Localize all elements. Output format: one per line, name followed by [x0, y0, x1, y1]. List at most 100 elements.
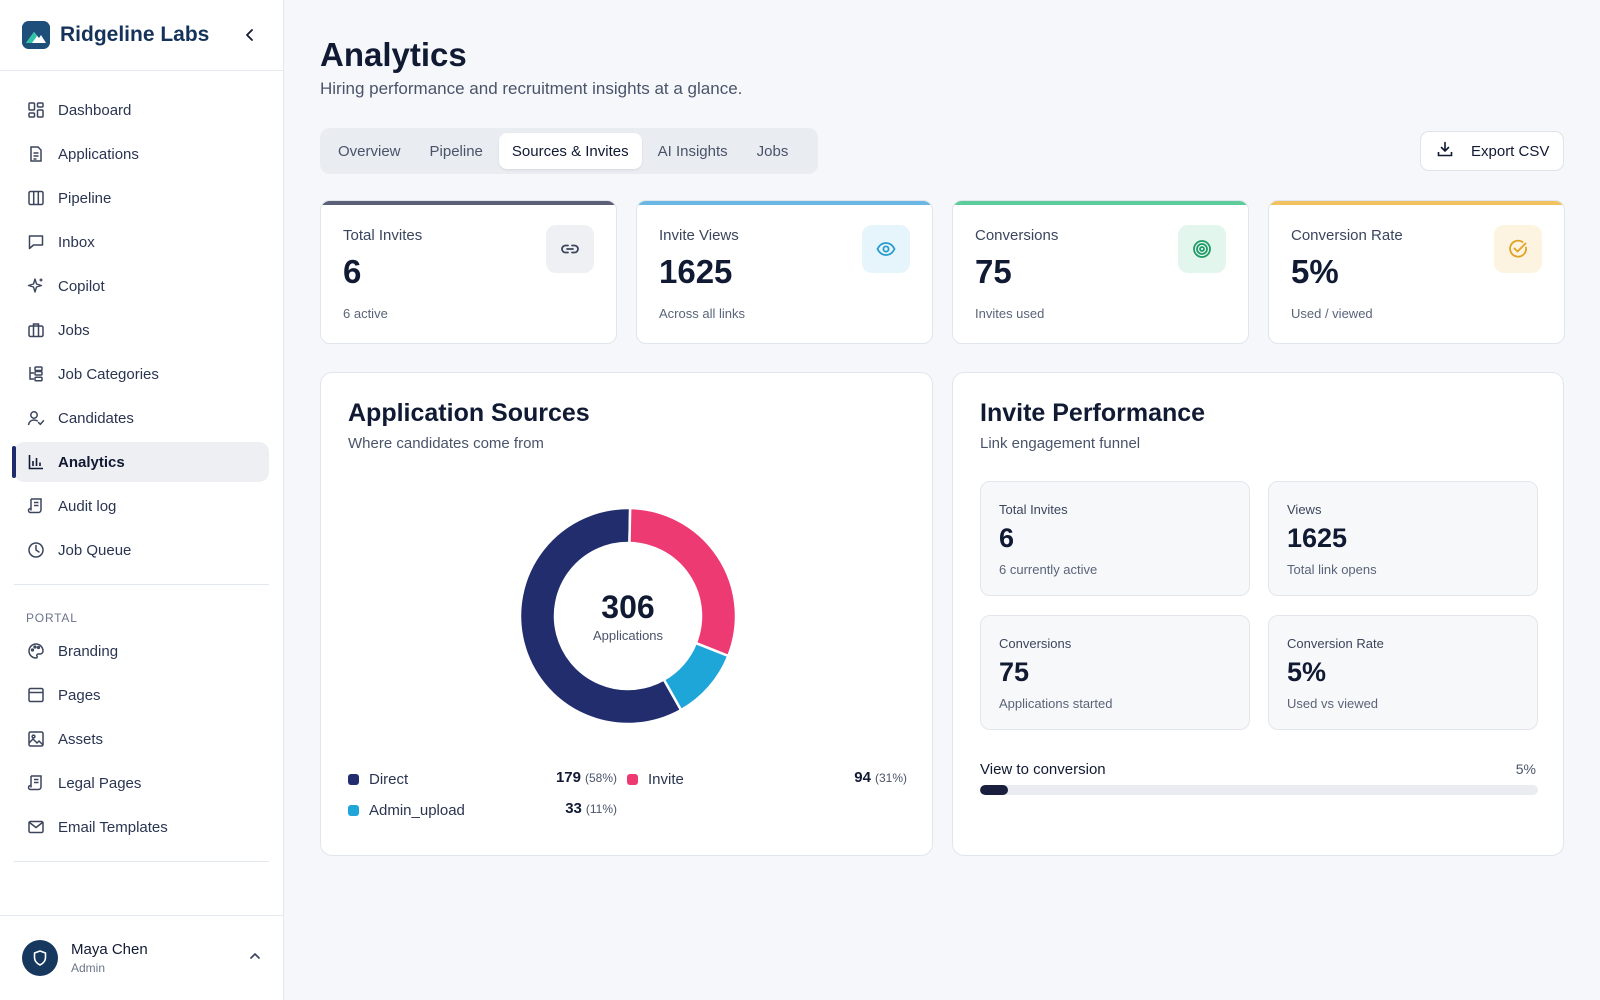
- kpi-subtext: Used / viewed: [1291, 306, 1373, 321]
- sidebar-item-label: Assets: [58, 730, 104, 748]
- progress-fill: [980, 785, 1008, 795]
- columns-icon: [26, 188, 46, 208]
- sidebar-item-label: Candidates: [58, 409, 134, 427]
- legend-item-direct: Direct: [348, 769, 408, 789]
- tile-subtext: Used vs viewed: [1287, 696, 1379, 711]
- tile-value: 1625: [1287, 523, 1348, 553]
- image-icon: [26, 729, 46, 749]
- main-nav: Dashboard Applications Pipeline Inbox Co…: [0, 71, 283, 862]
- avatar: [22, 940, 58, 976]
- legend-percent: (11%): [585, 802, 617, 816]
- sidebar-item-jobs[interactable]: Jobs: [14, 310, 269, 350]
- bar-chart-icon: [26, 452, 46, 472]
- sidebar-item-label: Inbox: [58, 233, 95, 251]
- legend-swatch: [627, 773, 638, 785]
- donut-svg: [518, 506, 738, 726]
- legend-item-admin-upload: Admin_upload: [348, 800, 465, 820]
- sidebar-item-copilot[interactable]: Copilot: [14, 266, 269, 306]
- sparkle-icon: [26, 276, 46, 296]
- palette-icon: [26, 641, 46, 661]
- legend-item-invite: Invite: [627, 769, 684, 789]
- legend-value-invite: 94 (31%): [811, 769, 907, 786]
- sidebar-item-job-categories[interactable]: Job Categories: [14, 354, 269, 394]
- sidebar-item-label: Pages: [58, 686, 101, 704]
- tile-subtext: 6 currently active: [999, 562, 1098, 577]
- legend-label: Admin_upload: [369, 801, 465, 819]
- legend-count: 94: [854, 769, 871, 786]
- kpi-subtext: Across all links: [659, 306, 745, 321]
- eye-icon: [862, 225, 910, 273]
- tile-value: 5%: [1287, 657, 1327, 687]
- sidebar-item-branding[interactable]: Branding: [14, 631, 269, 671]
- tab-sources-invites[interactable]: Sources & Invites: [498, 133, 642, 169]
- profile-role: Admin: [71, 961, 106, 975]
- legend-label: Invite: [648, 770, 684, 788]
- kpi-card-conversions: Conversions 75 Invites used: [952, 200, 1249, 344]
- donut-slice-invite[interactable]: [628, 506, 738, 658]
- nav-divider: [14, 861, 269, 862]
- profile-name: Maya Chen: [71, 941, 148, 958]
- donut-center: 306 Applications: [517, 505, 739, 727]
- sidebar-item-label: Audit log: [58, 497, 117, 515]
- shield-icon: [33, 950, 47, 966]
- kpi-value: 1625: [659, 253, 733, 290]
- layout-icon: [26, 685, 46, 705]
- sidebar-item-label: Jobs: [58, 321, 90, 339]
- nav-divider: [14, 584, 269, 585]
- sidebar-item-legal-pages[interactable]: Legal Pages: [14, 763, 269, 803]
- tab-jobs[interactable]: Jobs: [756, 142, 789, 160]
- progress-percent: 5%: [1515, 761, 1536, 777]
- tile-subtext: Total link opens: [1287, 562, 1377, 577]
- check-circle-icon: [1494, 225, 1542, 273]
- sidebar-item-applications[interactable]: Applications: [14, 134, 269, 174]
- sidebar-item-email-templates[interactable]: Email Templates: [14, 807, 269, 847]
- tab-overview[interactable]: Overview: [338, 142, 401, 160]
- target-icon: [1178, 225, 1226, 273]
- legend-percent: (58%): [584, 771, 617, 785]
- tile-subtext: Applications started: [999, 696, 1113, 711]
- donut-slice-direct[interactable]: [518, 506, 683, 726]
- legend-percent: (31%): [874, 771, 907, 785]
- donut-chart: 306 Applications: [517, 505, 739, 727]
- sidebar-item-audit-log[interactable]: Audit log: [14, 486, 269, 526]
- funnel-tile-views: Views 1625 Total link opens: [1268, 481, 1538, 596]
- donut-total: 306: [601, 589, 655, 625]
- sidebar-item-analytics[interactable]: Analytics: [12, 442, 269, 482]
- export-csv-button[interactable]: Export CSV: [1420, 131, 1564, 171]
- sidebar-item-job-queue[interactable]: Job Queue: [14, 530, 269, 570]
- legend-value-admin-upload: 33 (11%): [531, 800, 617, 817]
- sidebar-item-pages[interactable]: Pages: [14, 675, 269, 715]
- kpi-label: Conversions: [975, 227, 1059, 244]
- page-subtitle: Hiring performance and recruitment insig…: [320, 79, 743, 98]
- sidebar-item-dashboard[interactable]: Dashboard: [14, 90, 269, 130]
- funnel-tile-conversions: Conversions 75 Applications started: [980, 615, 1250, 730]
- tile-value: 75: [999, 657, 1030, 687]
- donut-slice-admin-upload[interactable]: [662, 641, 730, 712]
- kpi-accent-bar: [321, 201, 616, 205]
- sidebar-item-pipeline[interactable]: Pipeline: [14, 178, 269, 218]
- sidebar-item-assets[interactable]: Assets: [14, 719, 269, 759]
- sidebar: Ridgeline Labs Dashboard Applications Pi…: [0, 0, 284, 1000]
- collapse-sidebar-button[interactable]: [239, 24, 261, 46]
- dashboard-icon: [26, 100, 46, 120]
- kpi-value: 6: [343, 253, 362, 290]
- sidebar-item-candidates[interactable]: Candidates: [14, 398, 269, 438]
- legend-count: 179: [555, 769, 581, 786]
- sidebar-item-label: Email Templates: [58, 818, 168, 836]
- sidebar-item-inbox[interactable]: Inbox: [14, 222, 269, 262]
- download-icon: [1436, 140, 1454, 163]
- tile-label: Conversion Rate: [1287, 636, 1384, 651]
- tab-pipeline[interactable]: Pipeline: [429, 142, 483, 160]
- tab-ai-insights[interactable]: AI Insights: [657, 142, 728, 160]
- kpi-subtext: 6 active: [343, 306, 388, 321]
- sidebar-item-label: Branding: [58, 642, 119, 660]
- kpi-card-total-invites: Total Invites 6 6 active: [320, 200, 617, 344]
- kpi-value: 5%: [1291, 253, 1339, 290]
- user-profile[interactable]: Maya Chen Admin: [0, 915, 284, 1000]
- brand-header: Ridgeline Labs: [0, 0, 283, 71]
- card-title: Application Sources: [348, 399, 590, 427]
- chevron-up-icon[interactable]: [248, 949, 262, 968]
- export-csv-label: Export CSV: [1471, 142, 1550, 160]
- kpi-label: Invite Views: [659, 227, 739, 244]
- card-subtitle: Link engagement funnel: [980, 435, 1141, 452]
